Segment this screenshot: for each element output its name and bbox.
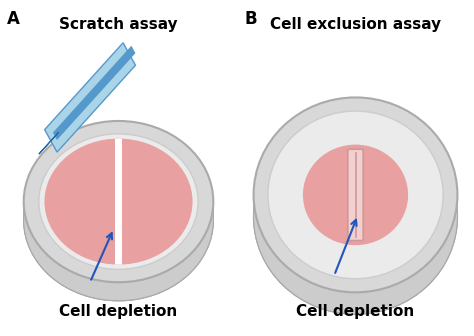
Ellipse shape xyxy=(268,111,443,279)
Polygon shape xyxy=(45,43,136,152)
Text: Scratch assay: Scratch assay xyxy=(59,17,178,32)
Ellipse shape xyxy=(24,139,213,301)
Ellipse shape xyxy=(254,97,457,292)
Text: Cell depletion: Cell depletion xyxy=(59,304,178,319)
Ellipse shape xyxy=(24,121,213,282)
Text: A: A xyxy=(7,10,20,28)
Text: B: B xyxy=(244,10,257,28)
Ellipse shape xyxy=(254,119,457,314)
Polygon shape xyxy=(24,202,213,301)
Ellipse shape xyxy=(39,134,198,269)
Polygon shape xyxy=(39,132,59,154)
Polygon shape xyxy=(254,195,457,314)
Polygon shape xyxy=(53,46,136,140)
Ellipse shape xyxy=(303,144,408,245)
Text: Cell exclusion assay: Cell exclusion assay xyxy=(270,17,441,32)
Ellipse shape xyxy=(45,139,192,264)
Bar xyxy=(115,135,122,268)
Text: Cell depletion: Cell depletion xyxy=(296,304,415,319)
FancyBboxPatch shape xyxy=(348,149,363,241)
